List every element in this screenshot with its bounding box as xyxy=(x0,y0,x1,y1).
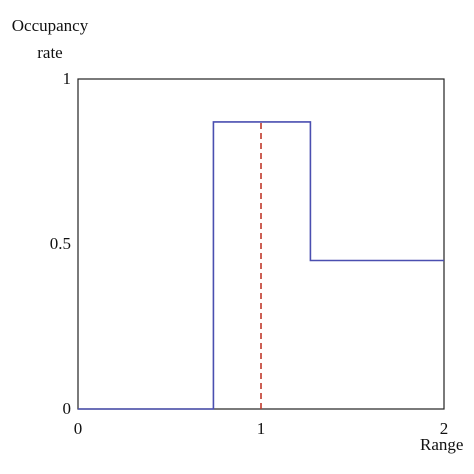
y-tick-label: 1 xyxy=(63,69,72,88)
x-tick-labels: 0 1 2 xyxy=(74,419,449,438)
y-tick-labels: 00.51 xyxy=(50,69,71,418)
y-tick-label: 0 xyxy=(63,399,72,418)
x-tick-label: 0 xyxy=(74,419,83,438)
x-tick-label: 2 xyxy=(440,419,449,438)
series-layer xyxy=(78,121,444,410)
y-axis-title-line2: rate xyxy=(37,43,62,62)
x-axis-title: Range xyxy=(420,435,463,454)
y-axis-title-line1: Occupancy xyxy=(12,16,89,35)
occupancy-step-line xyxy=(78,121,444,410)
x-tick-label: 1 xyxy=(257,419,266,438)
y-tick-label: 0.5 xyxy=(50,234,71,253)
